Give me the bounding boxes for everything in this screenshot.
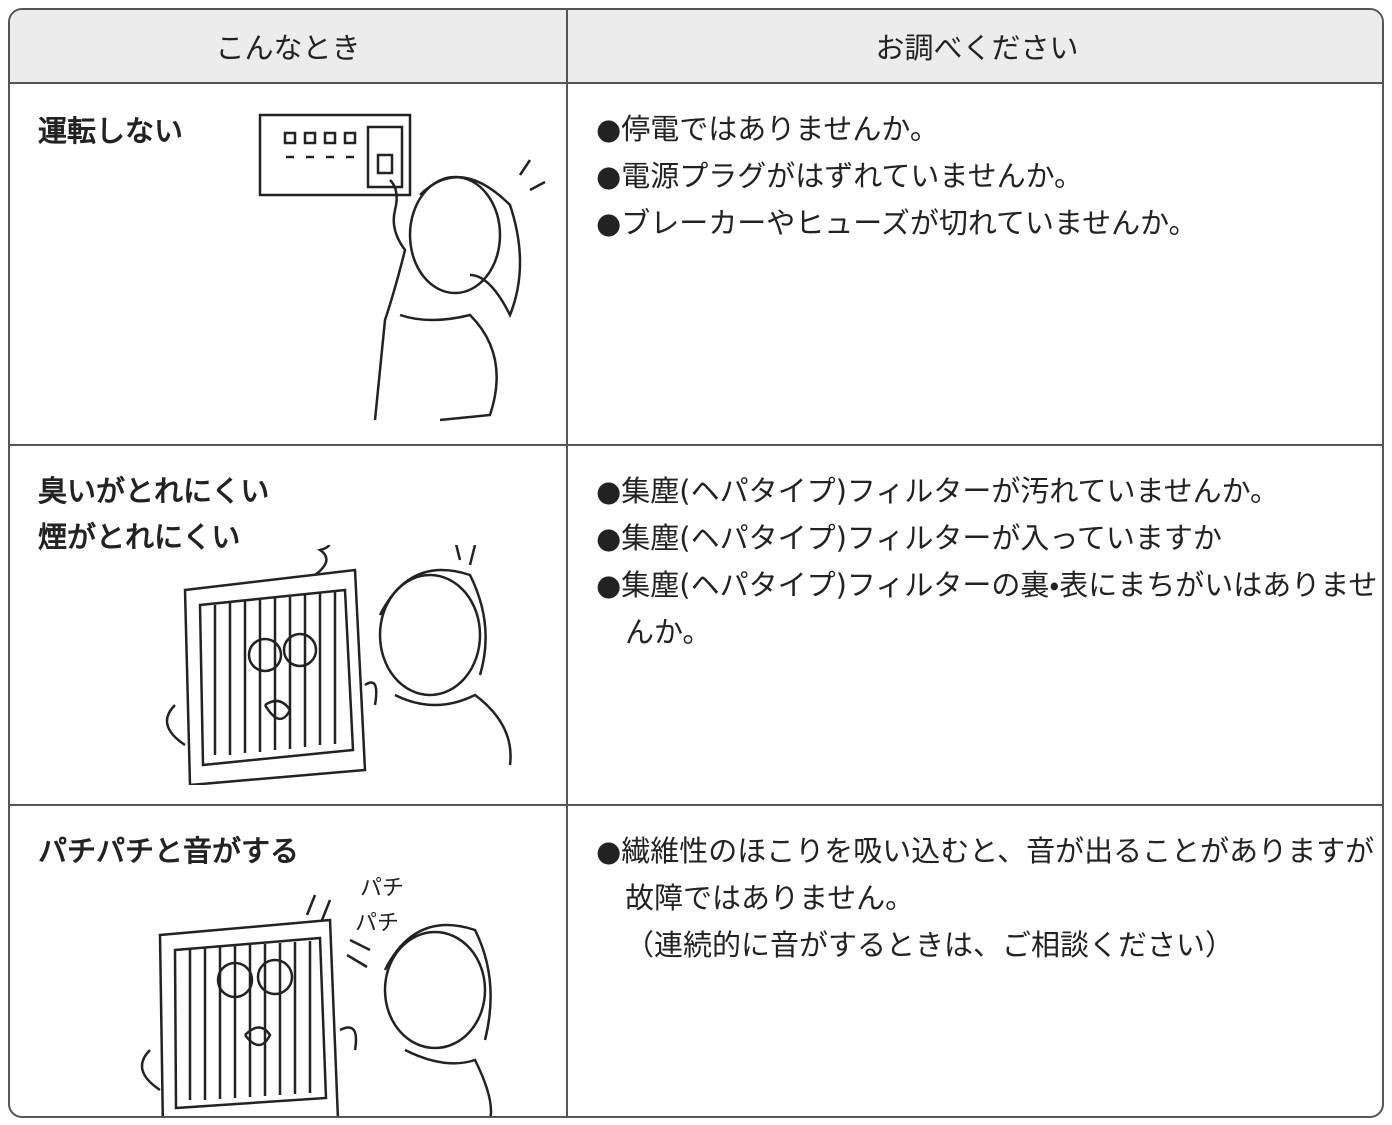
header-cell: お調べください (568, 10, 1382, 84)
symptom-line: パチパチと音がする (38, 834, 300, 868)
check-item: ●繊維性のほこりを吸い込むと、音が出ることがありますが故障ではありません。 (596, 834, 1375, 915)
sound-effect: パチ (355, 911, 399, 936)
symptom: パチパチと音がする (38, 828, 299, 874)
checks: ●繊維性のほこりを吸い込むと、音が出ることがありますが故障ではありません。 （連… (596, 828, 1381, 969)
symptom: 臭いがとれにくい 煙がとれにくい (38, 468, 269, 560)
illustration-breaker (258, 113, 546, 422)
check-item: ●集塵(ヘパタイプ)フィルターが汚れていませんか。 (596, 474, 1280, 508)
check-item: ●停電ではありませんか。 (596, 112, 939, 146)
check-item: ●電源プラグがはずれていませんか。 (596, 159, 1083, 193)
header-cell: こんなとき (10, 10, 566, 84)
table: こんなとき お調べください 運転しない ●停電ではありませんか。 ●電源プラグが… (8, 8, 1384, 1118)
row-divider (10, 804, 1382, 806)
symptom: 運転しない (38, 108, 183, 154)
symptom-line: 臭いがとれにくい (38, 474, 270, 508)
checks: ●集塵(ヘパタイプ)フィルターが汚れていませんか。 ●集塵(ヘパタイプ)フィルタ… (596, 468, 1381, 656)
column-divider (566, 10, 568, 1116)
symptom-line: 運転しない (38, 114, 184, 148)
row-divider (10, 444, 1382, 446)
checks: ●停電ではありませんか。 ●電源プラグがはずれていませんか。 ●ブレーカーやヒュ… (596, 106, 1381, 247)
check-item: （連続的に音がするときは、ご相談ください） (625, 928, 1235, 962)
illustration-purifier-noise: パチ パチ (140, 876, 493, 1116)
check-item: ●集塵(ヘパタイプ)フィルターの裏・表にまちがいはありませんか。 (596, 568, 1378, 649)
check-item: ●集塵(ヘパタイプ)フィルターが入っていますか (596, 521, 1222, 555)
check-item: ●ブレーカーやヒューズが切れていませんか。 (596, 206, 1198, 240)
sound-effect: パチ (360, 876, 404, 901)
symptom-line: 煙がとれにくい (38, 520, 241, 554)
illustration-purifier-smell (165, 545, 512, 785)
